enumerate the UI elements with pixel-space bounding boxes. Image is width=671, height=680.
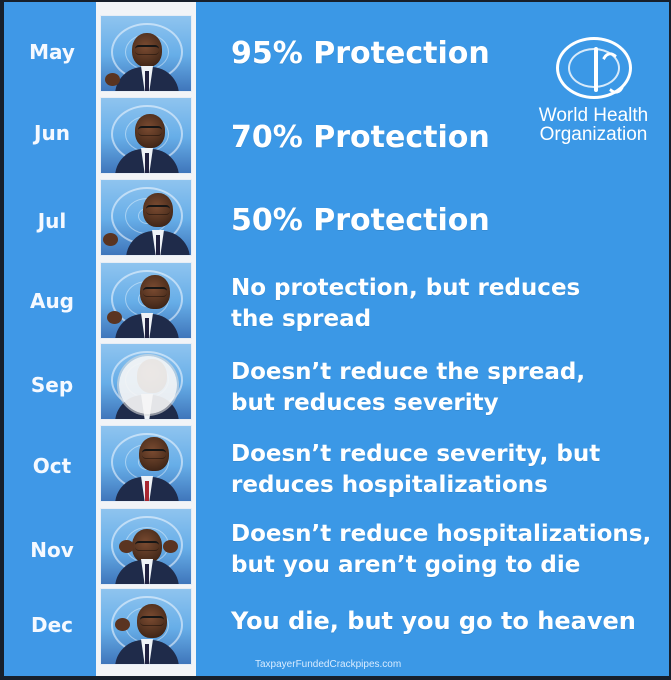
portrait-tie [145, 153, 149, 173]
statement-nov: Doesn’t reduce hospitalizations, but you… [231, 521, 652, 578]
who-logo-icon [556, 37, 632, 99]
glasses-icon [138, 126, 162, 136]
portrait-tie [145, 71, 149, 91]
month-jul: Jul [37, 209, 67, 233]
portrait-oct [100, 425, 192, 502]
photo-strip [96, 2, 196, 676]
source-watermark: TaxpayerFundedCrackpipes.com [255, 659, 402, 670]
portrait-tie [156, 235, 160, 255]
portrait-may [100, 15, 192, 92]
portrait-jun [100, 97, 192, 174]
month-may: May [29, 40, 75, 64]
glasses-icon [135, 45, 159, 55]
meme-poster: May Jun Jul Aug Sep Oct Nov Dec [4, 2, 669, 676]
portrait-jul [100, 179, 192, 256]
portrait-aug [100, 262, 192, 339]
portrait-head [132, 529, 162, 563]
portrait-head [135, 114, 165, 148]
glasses-icon [140, 616, 164, 626]
portrait-hand [119, 540, 134, 553]
portrait-hand [103, 233, 118, 246]
play-overlay-icon[interactable] [119, 356, 177, 414]
month-nov: Nov [30, 538, 74, 562]
portrait-nov [100, 508, 192, 585]
glasses-icon [143, 287, 167, 297]
organization-name: World Health Organization [538, 105, 649, 145]
month-sep: Sep [30, 373, 74, 397]
month-column: May Jun Jul Aug Sep Oct Nov Dec [4, 2, 104, 676]
portrait-hand [105, 73, 120, 86]
portrait-head [143, 193, 173, 227]
month-oct: Oct [32, 454, 72, 478]
glasses-icon [135, 541, 159, 551]
portrait-dec [100, 588, 192, 665]
portrait-tie [145, 564, 149, 584]
portrait-hand [107, 311, 122, 324]
statement-jun: 70% Protection [231, 120, 490, 155]
portrait-head [139, 437, 169, 471]
portrait-hand [115, 618, 130, 631]
portrait-tie [145, 481, 149, 501]
statement-jul: 50% Protection [231, 203, 490, 238]
month-aug: Aug [29, 289, 75, 313]
statement-dec: You die, but you go to heaven [231, 607, 636, 635]
snake-staff-icon [596, 49, 630, 97]
glasses-icon [146, 205, 170, 215]
portrait-hand [163, 540, 178, 553]
portrait-head [132, 33, 162, 67]
month-jun: Jun [34, 121, 70, 145]
portrait-head [137, 604, 167, 638]
portrait-head [140, 275, 170, 309]
statement-aug: No protection, but reduces the spread [231, 275, 581, 332]
portrait-sep [100, 343, 192, 420]
who-logo: World Health Organization [531, 37, 649, 147]
portrait-tie [145, 644, 149, 664]
statement-sep: Doesn’t reduce the spread, but reduces s… [231, 359, 586, 416]
glasses-icon [142, 449, 166, 459]
portrait-tie [145, 318, 149, 338]
statement-oct: Doesn’t reduce severity, but reduces hos… [231, 441, 601, 498]
month-dec: Dec [30, 613, 74, 637]
statement-may: 95% Protection [231, 36, 490, 71]
